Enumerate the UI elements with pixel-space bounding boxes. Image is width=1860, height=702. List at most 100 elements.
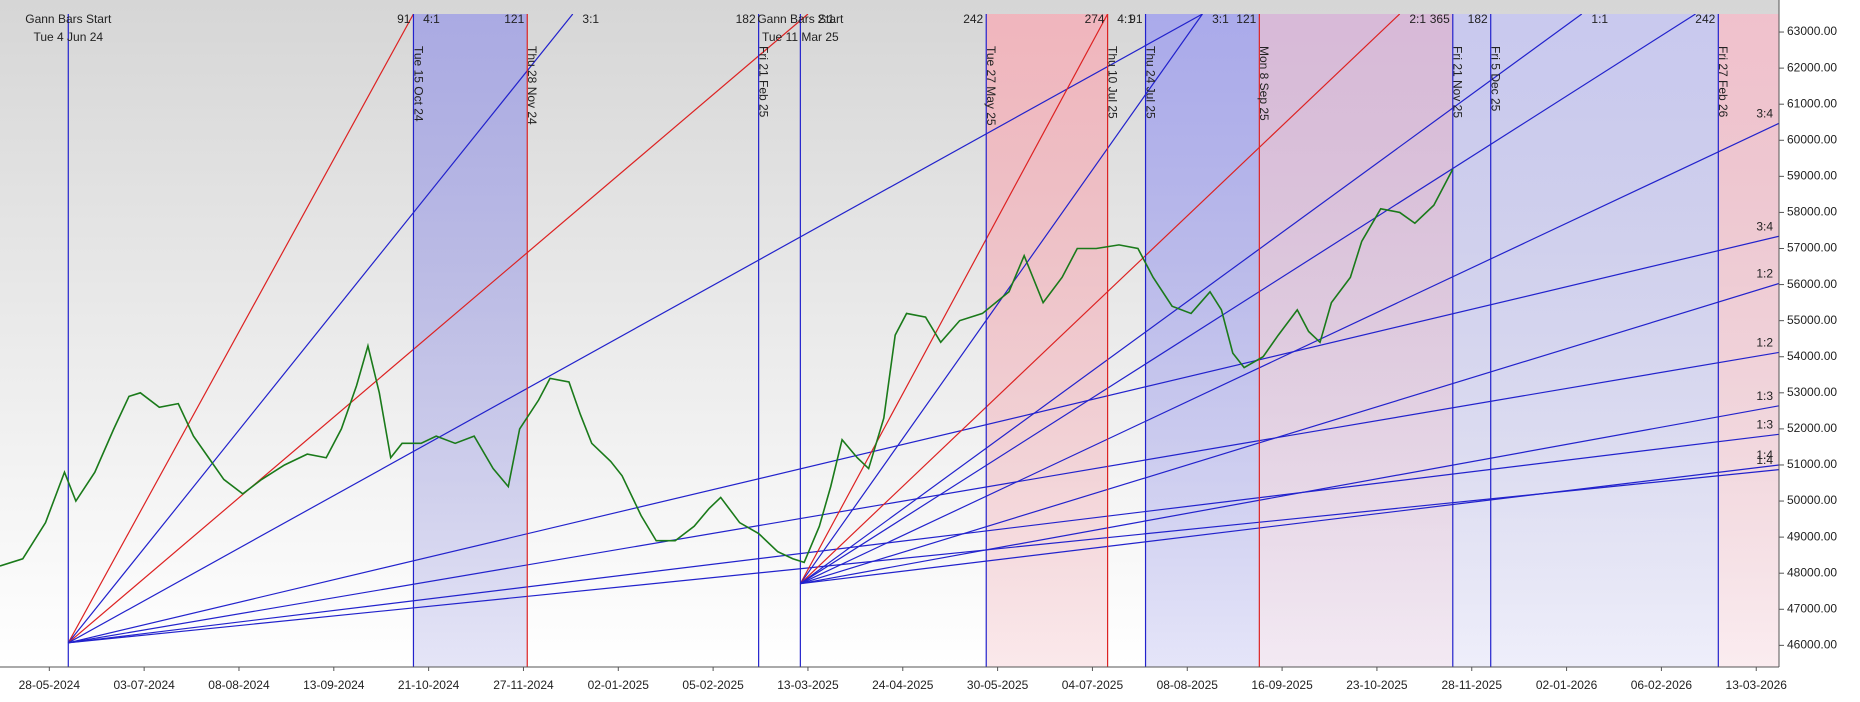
fan-ratio-label: 4:1: [1117, 12, 1134, 26]
bands: [413, 14, 1779, 667]
fan-ratio-label: 1:2: [1756, 336, 1773, 350]
fan-ratio-label: 1:3: [1756, 417, 1773, 431]
time-band: [1259, 14, 1453, 667]
fan-ratio-label: 1:4: [1756, 453, 1773, 467]
fan-ratio-label: 1:4: [1756, 448, 1773, 462]
fan-line: [68, 469, 1779, 644]
fan-line: [68, 235, 1779, 644]
x-tick-label: 23-10-2025: [1346, 678, 1408, 692]
x-tick-label: 13-03-2025: [777, 678, 839, 692]
time-line-label: Tue 27 May 25: [984, 46, 998, 126]
x-tick-label: 03-07-2024: [113, 678, 175, 692]
x-tick-label: 05-02-2025: [682, 678, 744, 692]
fan-lines: [67, 14, 1779, 644]
x-tick-label: 02-01-2026: [1536, 678, 1598, 692]
fan-line: [800, 122, 1779, 585]
bar-count: 91: [397, 12, 411, 26]
fan-date: Tue 11 Mar 25: [762, 30, 839, 44]
y-tick-label: 60000.00: [1787, 132, 1837, 146]
x-tick-label: 21-10-2024: [398, 678, 460, 692]
time-line-label: Thu 10 Jul 25: [1105, 46, 1119, 119]
y-tick-label: 53000.00: [1787, 385, 1837, 399]
time-band: [413, 14, 528, 667]
bar-count: 182: [736, 12, 756, 26]
vertical-lines: [67, 14, 1719, 667]
time-band: [1718, 14, 1779, 667]
price: [0, 168, 1454, 567]
y-tick-label: 59000.00: [1787, 169, 1837, 183]
y-tick-label: 52000.00: [1787, 421, 1837, 435]
x-tick-label: 16-09-2025: [1251, 678, 1313, 692]
x-tick-label: 30-05-2025: [967, 678, 1029, 692]
x-tick-label: 08-08-2024: [208, 678, 270, 692]
fan-line: [800, 282, 1779, 585]
y-tick-label: 54000.00: [1787, 349, 1837, 363]
fan-line: [799, 14, 1109, 584]
time-line-label: Fri 27 Feb 26: [1716, 46, 1730, 118]
y-tick-label: 57000.00: [1787, 241, 1837, 255]
x-tick-label: 04-07-2025: [1062, 678, 1124, 692]
bar-count: 242: [963, 12, 983, 26]
fan-ratio-label: 2:1: [1409, 12, 1426, 26]
y-tick-label: 55000.00: [1787, 313, 1837, 327]
fan-line: [68, 351, 1779, 644]
time-line-label: Tue 15 Oct 24: [411, 46, 425, 122]
y-tick-label: 56000.00: [1787, 277, 1837, 291]
price-line: [0, 168, 1454, 567]
fan-line: [800, 14, 1696, 585]
x-tick-label: 13-03-2026: [1726, 678, 1788, 692]
time-band: [1452, 14, 1719, 667]
fan-line: [67, 14, 809, 644]
fan-line: [67, 14, 1203, 644]
fan-date: Tue 4 Jun 24: [33, 30, 103, 44]
fan-ratio-label: 1:2: [1756, 267, 1773, 281]
x-tick-label: 02-01-2025: [588, 678, 650, 692]
bar-count: 121: [504, 12, 524, 26]
y-tick-label: 62000.00: [1787, 60, 1837, 74]
time-band: [1145, 14, 1260, 667]
y-tick-label: 47000.00: [1787, 601, 1837, 615]
bar-count: 91: [1129, 12, 1143, 26]
bar-count: 365: [1430, 12, 1450, 26]
y-tick-label: 50000.00: [1787, 493, 1837, 507]
y-tick-label: 48000.00: [1787, 565, 1837, 579]
x-tick-label: 28-11-2025: [1442, 678, 1503, 692]
fan-ratio-label: 3:4: [1756, 219, 1773, 233]
fan-line: [67, 14, 414, 644]
fan-ratio-label: 2:1: [818, 12, 835, 26]
fan-ratio-label: 4:1: [423, 12, 440, 26]
time-line-label: Mon 8 Sep 25: [1257, 46, 1271, 121]
fan-ratio-label: 1:1: [1591, 12, 1608, 26]
bar-count: 182: [1468, 12, 1488, 26]
y-tick-label: 61000.00: [1787, 96, 1837, 110]
fan-title: Gann Bars Start: [757, 12, 844, 26]
time-line-label: Fri 21 Nov 25: [1451, 46, 1465, 118]
fan-line: [800, 14, 1583, 585]
y-tick-label: 46000.00: [1787, 638, 1837, 652]
axes: 46000.00 47000.00 48000.00 49000.00 50000.00…: [0, 0, 1837, 692]
labels: Gann Bars Start Tue 4 Jun 24 4:1 3:1 2:1 3:4 1…: [25, 12, 1773, 467]
fan-line: [68, 433, 1779, 644]
fan-ratio-label: 3:4: [1756, 106, 1773, 120]
bar-count: 274: [1085, 12, 1105, 26]
x-tick-label: 24-04-2025: [872, 678, 934, 692]
y-tick-label: 58000.00: [1787, 205, 1837, 219]
x-tick-label: 08-08-2025: [1157, 678, 1219, 692]
y-axis-area: [1779, 0, 1860, 697]
time-line-label: Fri 21 Feb 25: [756, 46, 770, 118]
time-line-label: Fri 5 Dec 25: [1489, 46, 1503, 112]
x-tick-label: 28-05-2024: [19, 678, 81, 692]
fan-line: [67, 14, 574, 644]
fan-line: [800, 405, 1779, 585]
fan-ratio-label: 3:1: [582, 12, 599, 26]
time-line-label: Thu 28 Nov 24: [525, 46, 539, 125]
fan-ratio-label: 3:1: [1212, 12, 1229, 26]
fan-line: [800, 464, 1779, 585]
fan-title: Gann Bars Start: [25, 12, 112, 26]
x-tick-label: 13-09-2024: [303, 678, 365, 692]
fan-ratio-label: 1:3: [1756, 389, 1773, 403]
x-axis-area: [0, 667, 1860, 697]
y-tick-label: 51000.00: [1787, 457, 1837, 471]
